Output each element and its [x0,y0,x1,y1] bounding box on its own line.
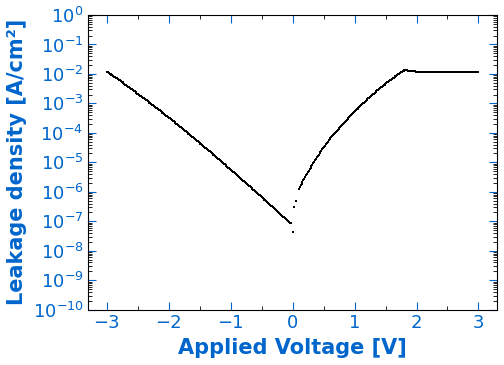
X-axis label: Applied Voltage [V]: Applied Voltage [V] [178,338,407,358]
Y-axis label: Leakage density [A/cm²]: Leakage density [A/cm²] [7,19,27,306]
